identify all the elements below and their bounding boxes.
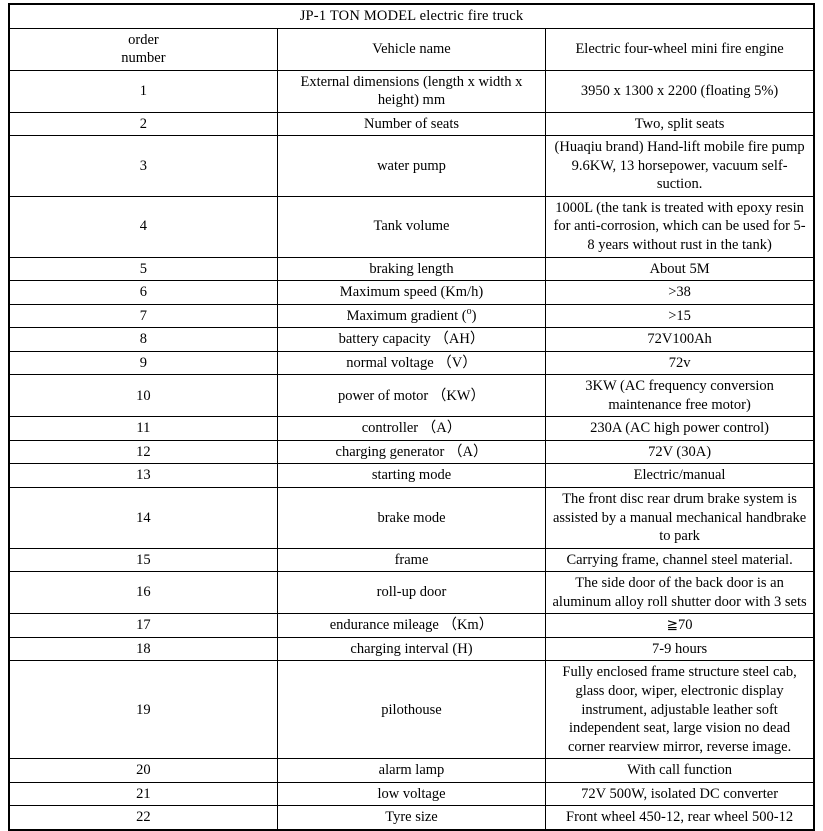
cell-spec-value: (Huaqiu brand) Hand-lift mobile fire pum… xyxy=(545,135,815,197)
cell-spec-name: charging interval (H) xyxy=(276,636,547,662)
cell-spec-value: The front disc rear drum brake system is… xyxy=(545,487,815,549)
table-row: 12 charging generator （A） 72V (30A) xyxy=(8,439,815,465)
table-row: 17 endurance mileage （Km） ≧70 xyxy=(8,613,815,638)
cell-spec-value: Carrying frame, channel steel material. xyxy=(545,547,815,573)
table-row: 9 normal voltage （V） 72v xyxy=(8,350,815,376)
cell-order-number: 14 xyxy=(8,487,278,549)
cell-spec-value: 7-9 hours xyxy=(545,636,815,662)
cell-order-number: 18 xyxy=(8,636,278,662)
cell-order-number: 12 xyxy=(8,439,278,465)
cell-spec-value: ≧70 xyxy=(545,613,815,638)
cell-spec-value: 3KW (AC frequency conversion maintenance… xyxy=(545,374,815,418)
cell-order-number: 2 xyxy=(8,111,278,137)
cell-spec-name: controller （A） xyxy=(276,416,547,441)
cell-order-number: 11 xyxy=(8,416,278,441)
cell-order-number: 8 xyxy=(8,327,278,352)
vehicle-specification-table: JP-1 TON MODEL electric fire truck order… xyxy=(8,3,815,831)
cell-spec-value: Front wheel 450-12, rear wheel 500-12 xyxy=(545,805,815,831)
table-row: 3 water pump (Huaqiu brand) Hand-lift mobi… xyxy=(8,135,815,197)
cell-order-number: 20 xyxy=(8,758,278,783)
table-row: 18 charging interval (H) 7-9 hours xyxy=(8,636,815,662)
cell-spec-name: frame xyxy=(276,547,547,573)
cell-order-number: 4 xyxy=(8,195,278,258)
cell-spec-name: normal voltage （V） xyxy=(276,350,547,376)
cell-spec-name: charging generator （A） xyxy=(276,439,547,465)
cell-spec-name: External dimensions (length x width x he… xyxy=(276,69,547,113)
cell-spec-value: 72V (30A) xyxy=(545,439,815,465)
column-header-vehicle-name: Vehicle name xyxy=(276,27,547,71)
table-row: 4 Tank volume 1000L (the tank is treated w… xyxy=(8,195,815,258)
cell-order-number: 17 xyxy=(8,613,278,638)
cell-spec-value: With call function xyxy=(545,758,815,783)
cell-spec-value: Electric/manual xyxy=(545,463,815,489)
cell-order-number: 9 xyxy=(8,350,278,376)
column-header-vehicle-value: Electric four-wheel mini fire engine xyxy=(545,27,815,71)
cell-spec-name: battery capacity （AH） xyxy=(276,327,547,352)
table-body: JP-1 TON MODEL electric fire truck order… xyxy=(8,3,815,831)
table-row: 5 braking length About 5M xyxy=(8,256,815,282)
cell-order-number: 15 xyxy=(8,547,278,573)
cell-spec-name: Tyre size xyxy=(276,805,547,831)
table-row: 2 Number of seats Two, split seats xyxy=(8,111,815,137)
cell-spec-name: Tank volume xyxy=(276,195,547,258)
column-header-order-number: order number xyxy=(8,27,278,71)
cell-spec-value: 72V100Ah xyxy=(545,327,815,352)
cell-order-number: 5 xyxy=(8,256,278,282)
table-row: 14 brake mode The front disc rear drum bra… xyxy=(8,487,815,549)
table-row: 6 Maximum speed (Km/h) >38 xyxy=(8,280,815,305)
order-number-label-line2: number xyxy=(121,50,166,67)
table-header-row: order number Vehicle name Electric four-… xyxy=(8,27,815,71)
cell-spec-name: pilothouse xyxy=(276,660,547,760)
cell-spec-name: starting mode xyxy=(276,463,547,489)
table-row: 22 Tyre size Front wheel 450-12, rear whee… xyxy=(8,805,815,831)
table-row: 15 frame Carrying frame, channel steel mat… xyxy=(8,547,815,573)
cell-spec-value: Fully enclosed frame structure steel cab… xyxy=(545,660,815,760)
cell-order-number: 1 xyxy=(8,69,278,113)
cell-spec-name: roll-up door xyxy=(276,571,547,615)
table-row: 11 controller （A） 230A (AC high power cont… xyxy=(8,416,815,441)
cell-order-number: 3 xyxy=(8,135,278,197)
cell-spec-value: 1000L (the tank is treated with epoxy re… xyxy=(545,195,815,258)
cell-spec-value: Two, split seats xyxy=(545,111,815,137)
table-row: 19 pilothouse Fully enclosed frame structu… xyxy=(8,660,815,760)
table-row: 8 battery capacity （AH） 72V100Ah xyxy=(8,327,815,352)
cell-spec-name: braking length xyxy=(276,256,547,282)
table-row: 20 alarm lamp With call function xyxy=(8,758,815,783)
cell-spec-name: Maximum gradient (o) xyxy=(276,303,547,329)
cell-spec-value: >15 xyxy=(545,303,815,329)
cell-spec-name: brake mode xyxy=(276,487,547,549)
cell-spec-value: 230A (AC high power control) xyxy=(545,416,815,441)
table-row: 7 Maximum gradient (o) >15 xyxy=(8,303,815,329)
cell-spec-value: 72V 500W, isolated DC converter xyxy=(545,781,815,807)
cell-order-number: 6 xyxy=(8,280,278,305)
cell-order-number: 10 xyxy=(8,374,278,418)
cell-spec-name: endurance mileage （Km） xyxy=(276,613,547,638)
table-row: 10 power of motor （KW） 3KW (AC frequency c… xyxy=(8,374,815,418)
cell-spec-value: 3950 x 1300 x 2200 (floating 5%) xyxy=(545,69,815,113)
cell-order-number: 19 xyxy=(8,660,278,760)
cell-spec-value: 72v xyxy=(545,350,815,376)
table-row: 13 starting mode Electric/manual xyxy=(8,463,815,489)
cell-spec-name: low voltage xyxy=(276,781,547,807)
cell-spec-name: water pump xyxy=(276,135,547,197)
cell-order-number: 13 xyxy=(8,463,278,489)
cell-spec-value: >38 xyxy=(545,280,815,305)
table-row: 16 roll-up door The side door of the back … xyxy=(8,571,815,615)
cell-spec-name: Maximum speed (Km/h) xyxy=(276,280,547,305)
cell-spec-value: About 5M xyxy=(545,256,815,282)
cell-spec-name: alarm lamp xyxy=(276,758,547,783)
table-row: 1 External dimensions (length x width x h… xyxy=(8,69,815,113)
order-number-label-line1: order xyxy=(128,31,159,48)
cell-order-number: 21 xyxy=(8,781,278,807)
cell-spec-value: The side door of the back door is an alu… xyxy=(545,571,815,615)
cell-spec-name: Number of seats xyxy=(276,111,547,137)
page-title: JP-1 TON MODEL electric fire truck xyxy=(8,3,815,29)
cell-order-number: 16 xyxy=(8,571,278,615)
table-title-row: JP-1 TON MODEL electric fire truck xyxy=(8,3,815,29)
table-row: 21 low voltage 72V 500W, isolated DC conve… xyxy=(8,781,815,807)
cell-order-number: 22 xyxy=(8,805,278,831)
cell-order-number: 7 xyxy=(8,303,278,329)
cell-spec-name: power of motor （KW） xyxy=(276,374,547,418)
